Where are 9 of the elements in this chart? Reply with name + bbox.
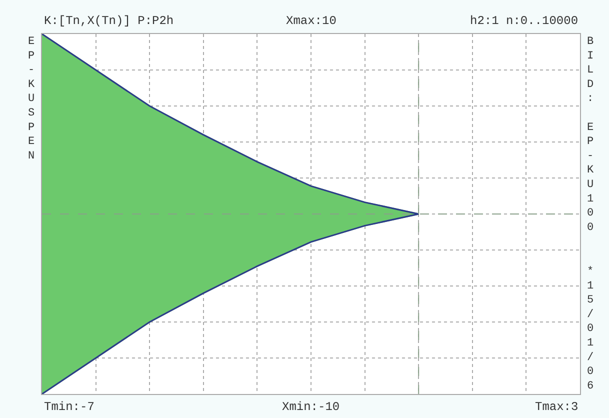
text: Xmax:10	[286, 14, 336, 28]
text: Xmin:-10	[282, 400, 340, 414]
text: BILD: EP-KU100	[587, 36, 594, 234]
text: Tmin:-7	[44, 400, 94, 414]
text: *15/01/06	[587, 266, 594, 392]
text: K:[Tn,X(Tn)] P:P2h	[44, 14, 174, 28]
text: Tmax:3	[535, 400, 578, 414]
text: EP-KUSPEN	[28, 36, 35, 162]
text: h2:1 n:0..10000	[470, 14, 578, 28]
